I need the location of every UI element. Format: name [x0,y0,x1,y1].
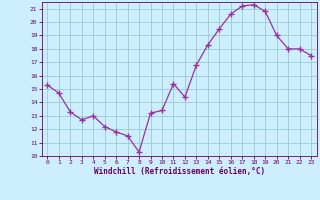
X-axis label: Windchill (Refroidissement éolien,°C): Windchill (Refroidissement éolien,°C) [94,167,265,176]
